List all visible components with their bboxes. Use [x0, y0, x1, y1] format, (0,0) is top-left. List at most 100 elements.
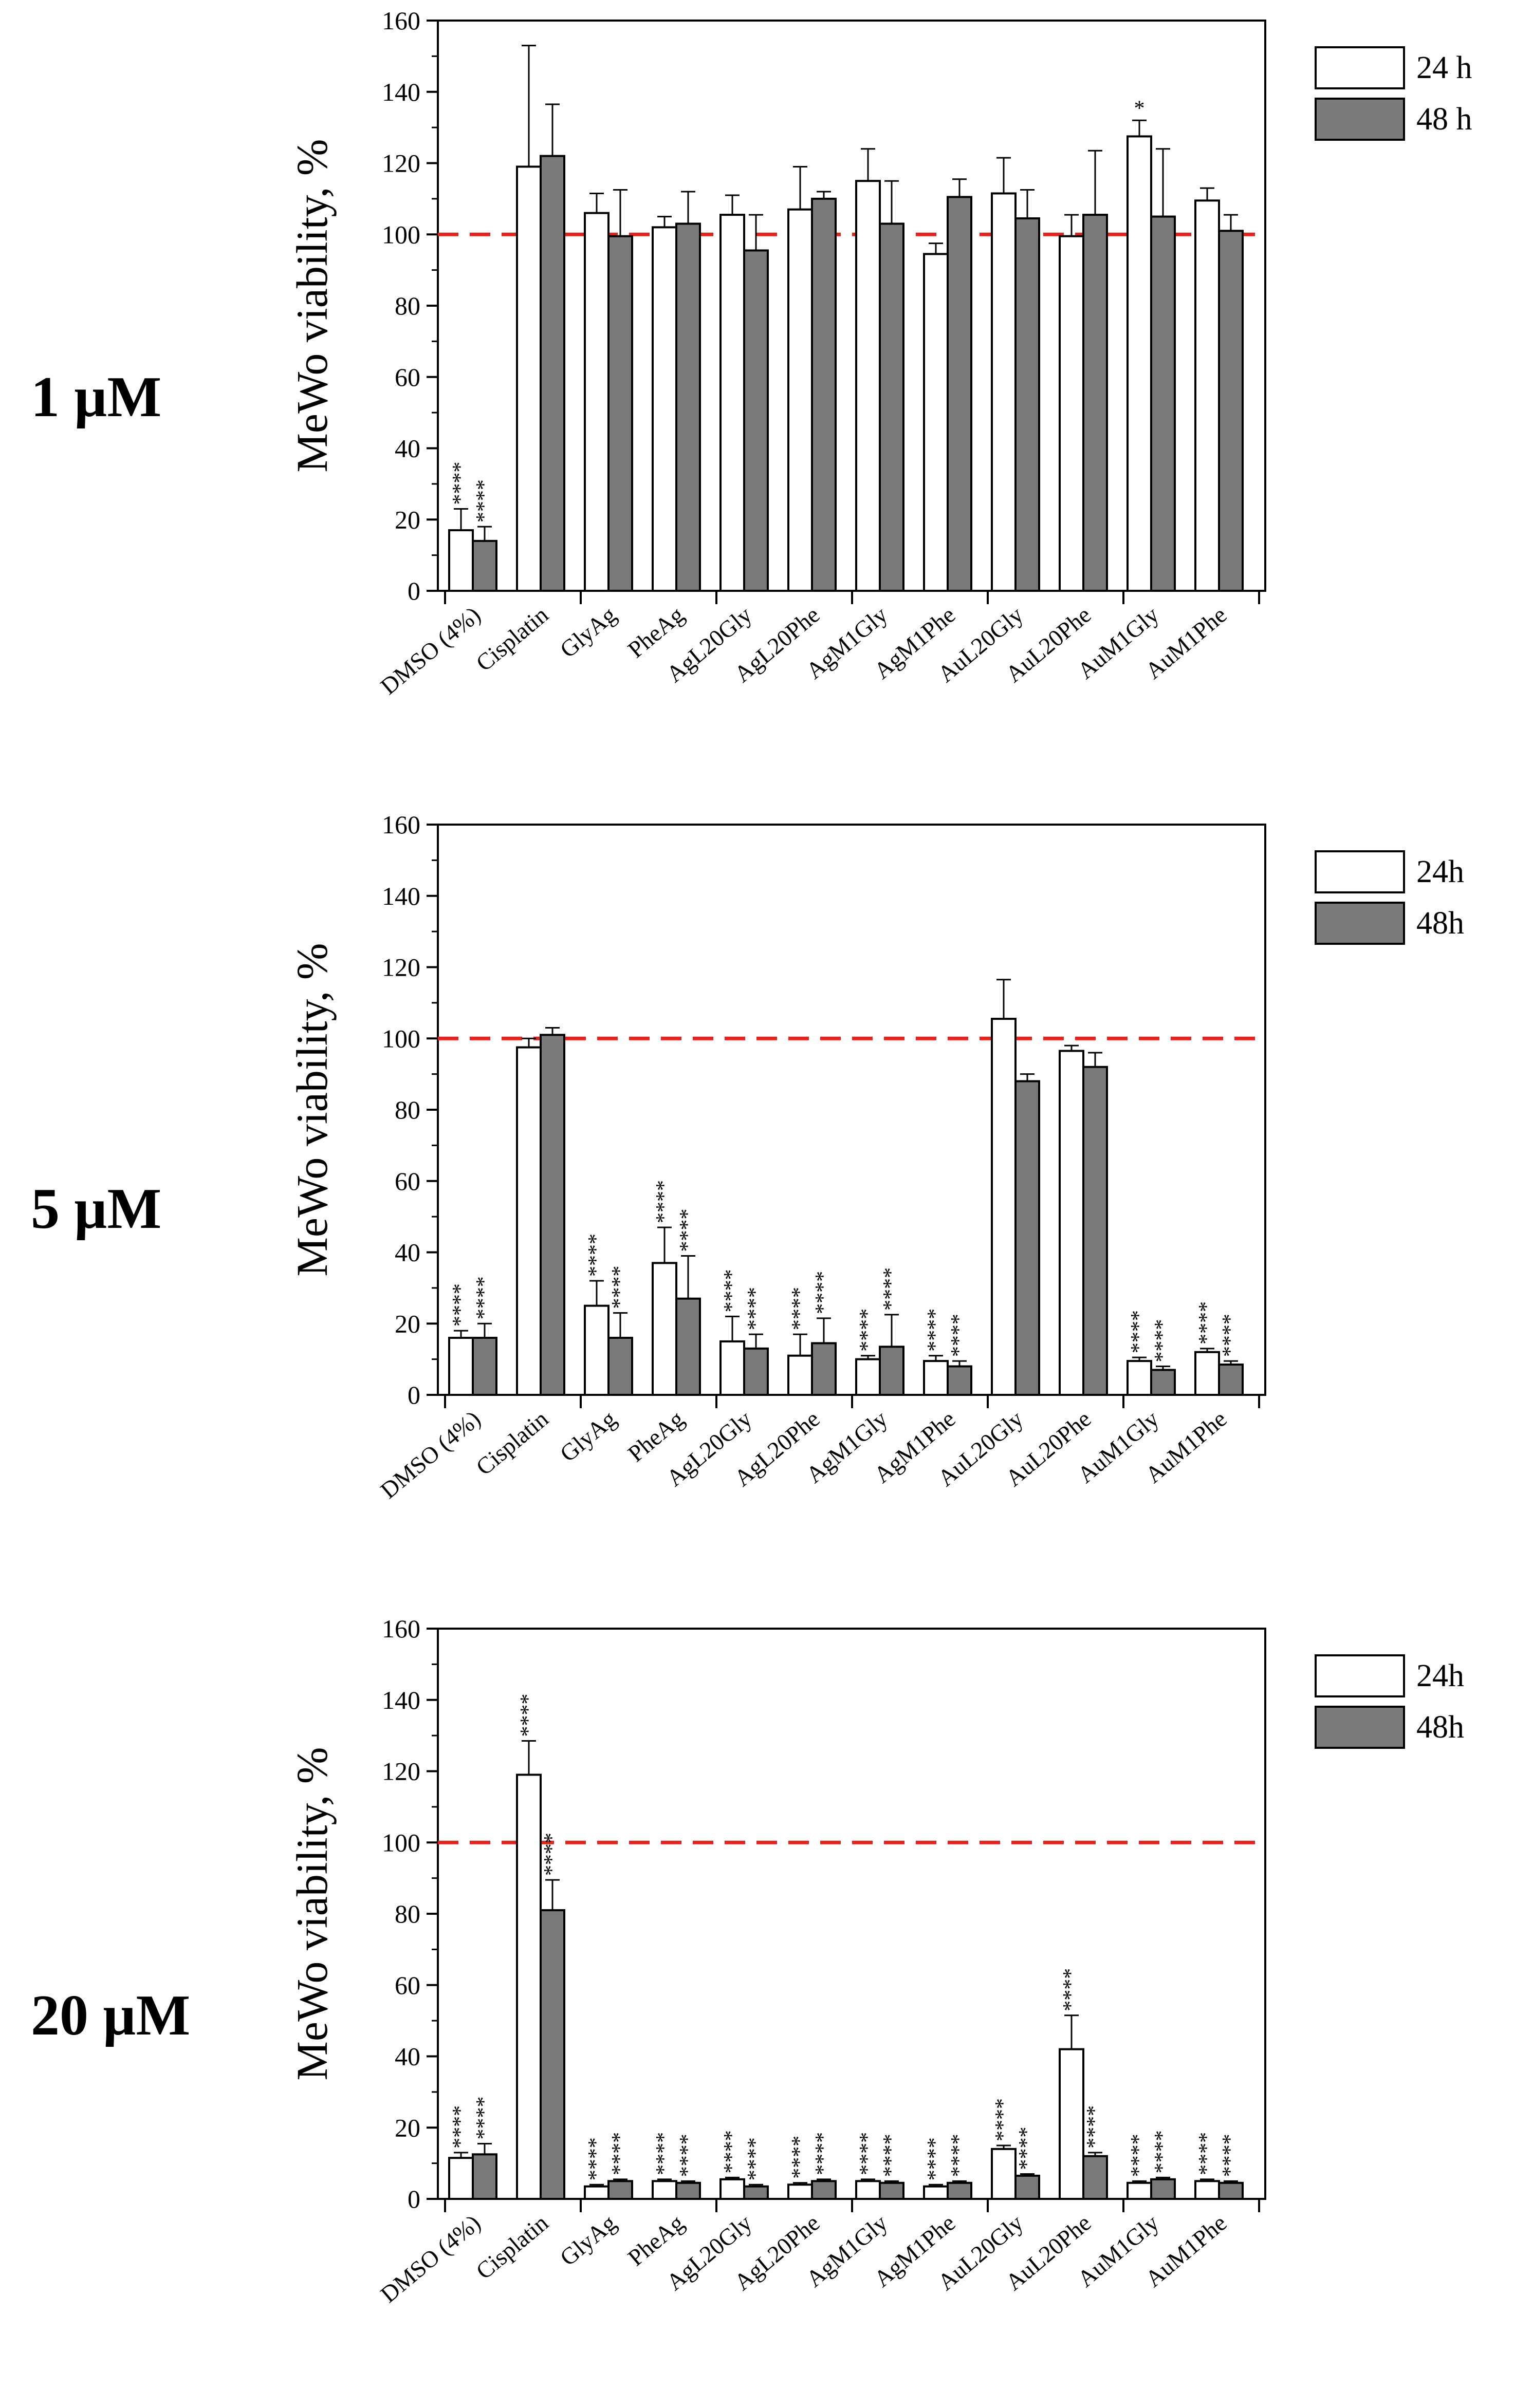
bar-48h: [472, 1337, 497, 1396]
bar-24h: [923, 2185, 949, 2200]
significance-label: ****: [472, 1276, 496, 1319]
y-tick-label: 160: [382, 1614, 420, 1643]
significance-label: ****: [744, 1287, 767, 1330]
significance-label: ****: [608, 2132, 632, 2175]
legend-swatch-24h: [1315, 46, 1405, 89]
x-category-label: DMSO (4%): [376, 1406, 486, 1504]
significance-label: ****: [652, 2132, 676, 2175]
x-category-label: Cisplatin: [471, 602, 553, 677]
significance-label: ****: [788, 1287, 811, 1330]
y-tick-label: 160: [382, 6, 420, 35]
significance-label: ****: [608, 1265, 632, 1309]
bar-24h: [1127, 1360, 1152, 1396]
legend-label-48h: 48h: [1416, 906, 1464, 941]
legend-swatch-48h: [1315, 902, 1405, 945]
bar-24h: [787, 208, 813, 592]
bar-24h: [652, 2180, 677, 2200]
bar-24h: [719, 1340, 745, 1396]
legend-label-24h: 24 h: [1416, 50, 1472, 85]
bar-48h: [607, 2180, 633, 2200]
significance-label: ****: [924, 1309, 947, 1352]
significance-label: ****: [1195, 2132, 1218, 2175]
bar-48h: [472, 539, 497, 592]
bar-24h: [516, 1046, 542, 1396]
bar-48h: [1150, 1369, 1176, 1396]
significance-label: ****: [924, 2137, 947, 2180]
bar-48h: [1014, 1080, 1040, 1396]
bar-48h: [607, 235, 633, 592]
legend-swatch-24h: [1315, 850, 1405, 893]
significance-label: ****: [744, 2137, 767, 2180]
bar-24h: [1127, 2181, 1152, 2200]
significance-label: ****: [1059, 1968, 1083, 2011]
bar-24h: [923, 1360, 949, 1396]
significance-label: ****: [720, 2130, 744, 2173]
bar-48h: [540, 1034, 565, 1396]
bar-24h: [448, 2157, 474, 2200]
legend-swatch-48h: [1315, 98, 1405, 141]
y-tick-label: 0: [408, 2185, 420, 2213]
panel-label: 1 µM: [31, 365, 161, 429]
legend-label-48h: 48 h: [1416, 102, 1472, 137]
bar-48h: [1082, 214, 1108, 592]
y-tick-label: 120: [382, 1757, 420, 1786]
bar-48h: [1082, 1066, 1108, 1396]
significance-label: ****: [720, 1269, 744, 1312]
chart-panel-3: 20 µM MeWo viability, % 0 20 40 60 80 100 120 140…: [31, 1614, 1464, 2308]
significance-label: ****: [856, 1309, 879, 1352]
significance-label: ****: [676, 1208, 699, 1252]
significance-label: ****: [1218, 1314, 1242, 1357]
panel-label: 5 µM: [31, 1177, 161, 1241]
bar-24h: [855, 180, 881, 592]
chart-panel-2: 5 µM MeWo viability, % 0 20 40 60 80 100 120 140 1…: [31, 810, 1464, 1504]
significance-label: ****: [1015, 2126, 1039, 2170]
bar-24h: [584, 1304, 610, 1396]
x-category-label: GlyAg: [555, 2210, 621, 2271]
bar-48h: [879, 2181, 904, 2200]
y-tick-label: 0: [408, 576, 420, 605]
legend-label-48h: 48h: [1416, 1710, 1464, 1745]
y-tick-label: 160: [382, 810, 420, 839]
chart-panel-1: 1 µM MeWo viability, % 0 20 40 60 80 100 120 140 1…: [31, 6, 1472, 700]
bar-48h: [947, 196, 972, 592]
significance-label: ****: [991, 2098, 1015, 2141]
bar-24h: [991, 192, 1017, 592]
y-tick-label: 20: [395, 2113, 420, 2142]
y-tick-label: 80: [395, 1095, 420, 1124]
bar-24h: [1194, 199, 1220, 592]
bar-48h: [811, 197, 837, 592]
bar-24h: [719, 2178, 745, 2200]
y-tick-label: 120: [382, 953, 420, 982]
bar-48h: [675, 1297, 701, 1396]
significance-label: ****: [1127, 2134, 1151, 2177]
significance-label: ****: [811, 2132, 835, 2175]
bar-48h: [675, 2181, 701, 2200]
y-tick-label: 100: [382, 1024, 420, 1053]
bar-48h: [879, 222, 904, 592]
x-category-label: GlyAg: [555, 1406, 621, 1467]
y-tick-label: 20: [395, 1309, 420, 1338]
bar-48h: [743, 1347, 769, 1396]
bar-24h: [584, 212, 610, 592]
bar-48h: [1218, 1364, 1244, 1396]
bar-48h: [1218, 230, 1244, 592]
bar-24h: [991, 1018, 1017, 1396]
significance-label: ****: [472, 2096, 496, 2139]
bar-48h: [743, 249, 769, 592]
panel-label: 20 µM: [31, 1984, 190, 2047]
y-tick-label: 80: [395, 1899, 420, 1928]
significance-label: ****: [1151, 1319, 1174, 1362]
bar-48h: [472, 2153, 497, 2200]
bar-48h: [947, 2181, 972, 2200]
significance-label: ****: [584, 1234, 608, 1277]
significance-label: ****: [449, 461, 472, 505]
legend-swatch-24h: [1315, 1654, 1405, 1697]
bar-24h: [855, 2180, 881, 2200]
y-tick-label: 20: [395, 505, 420, 534]
bar-48h: [743, 2185, 769, 2200]
bar-24h: [516, 1774, 542, 2200]
bar-24h: [1059, 1050, 1084, 1396]
significance-label: ****: [584, 2137, 608, 2180]
significance-label: ****: [788, 2136, 811, 2179]
y-tick-label: 40: [395, 1238, 420, 1267]
